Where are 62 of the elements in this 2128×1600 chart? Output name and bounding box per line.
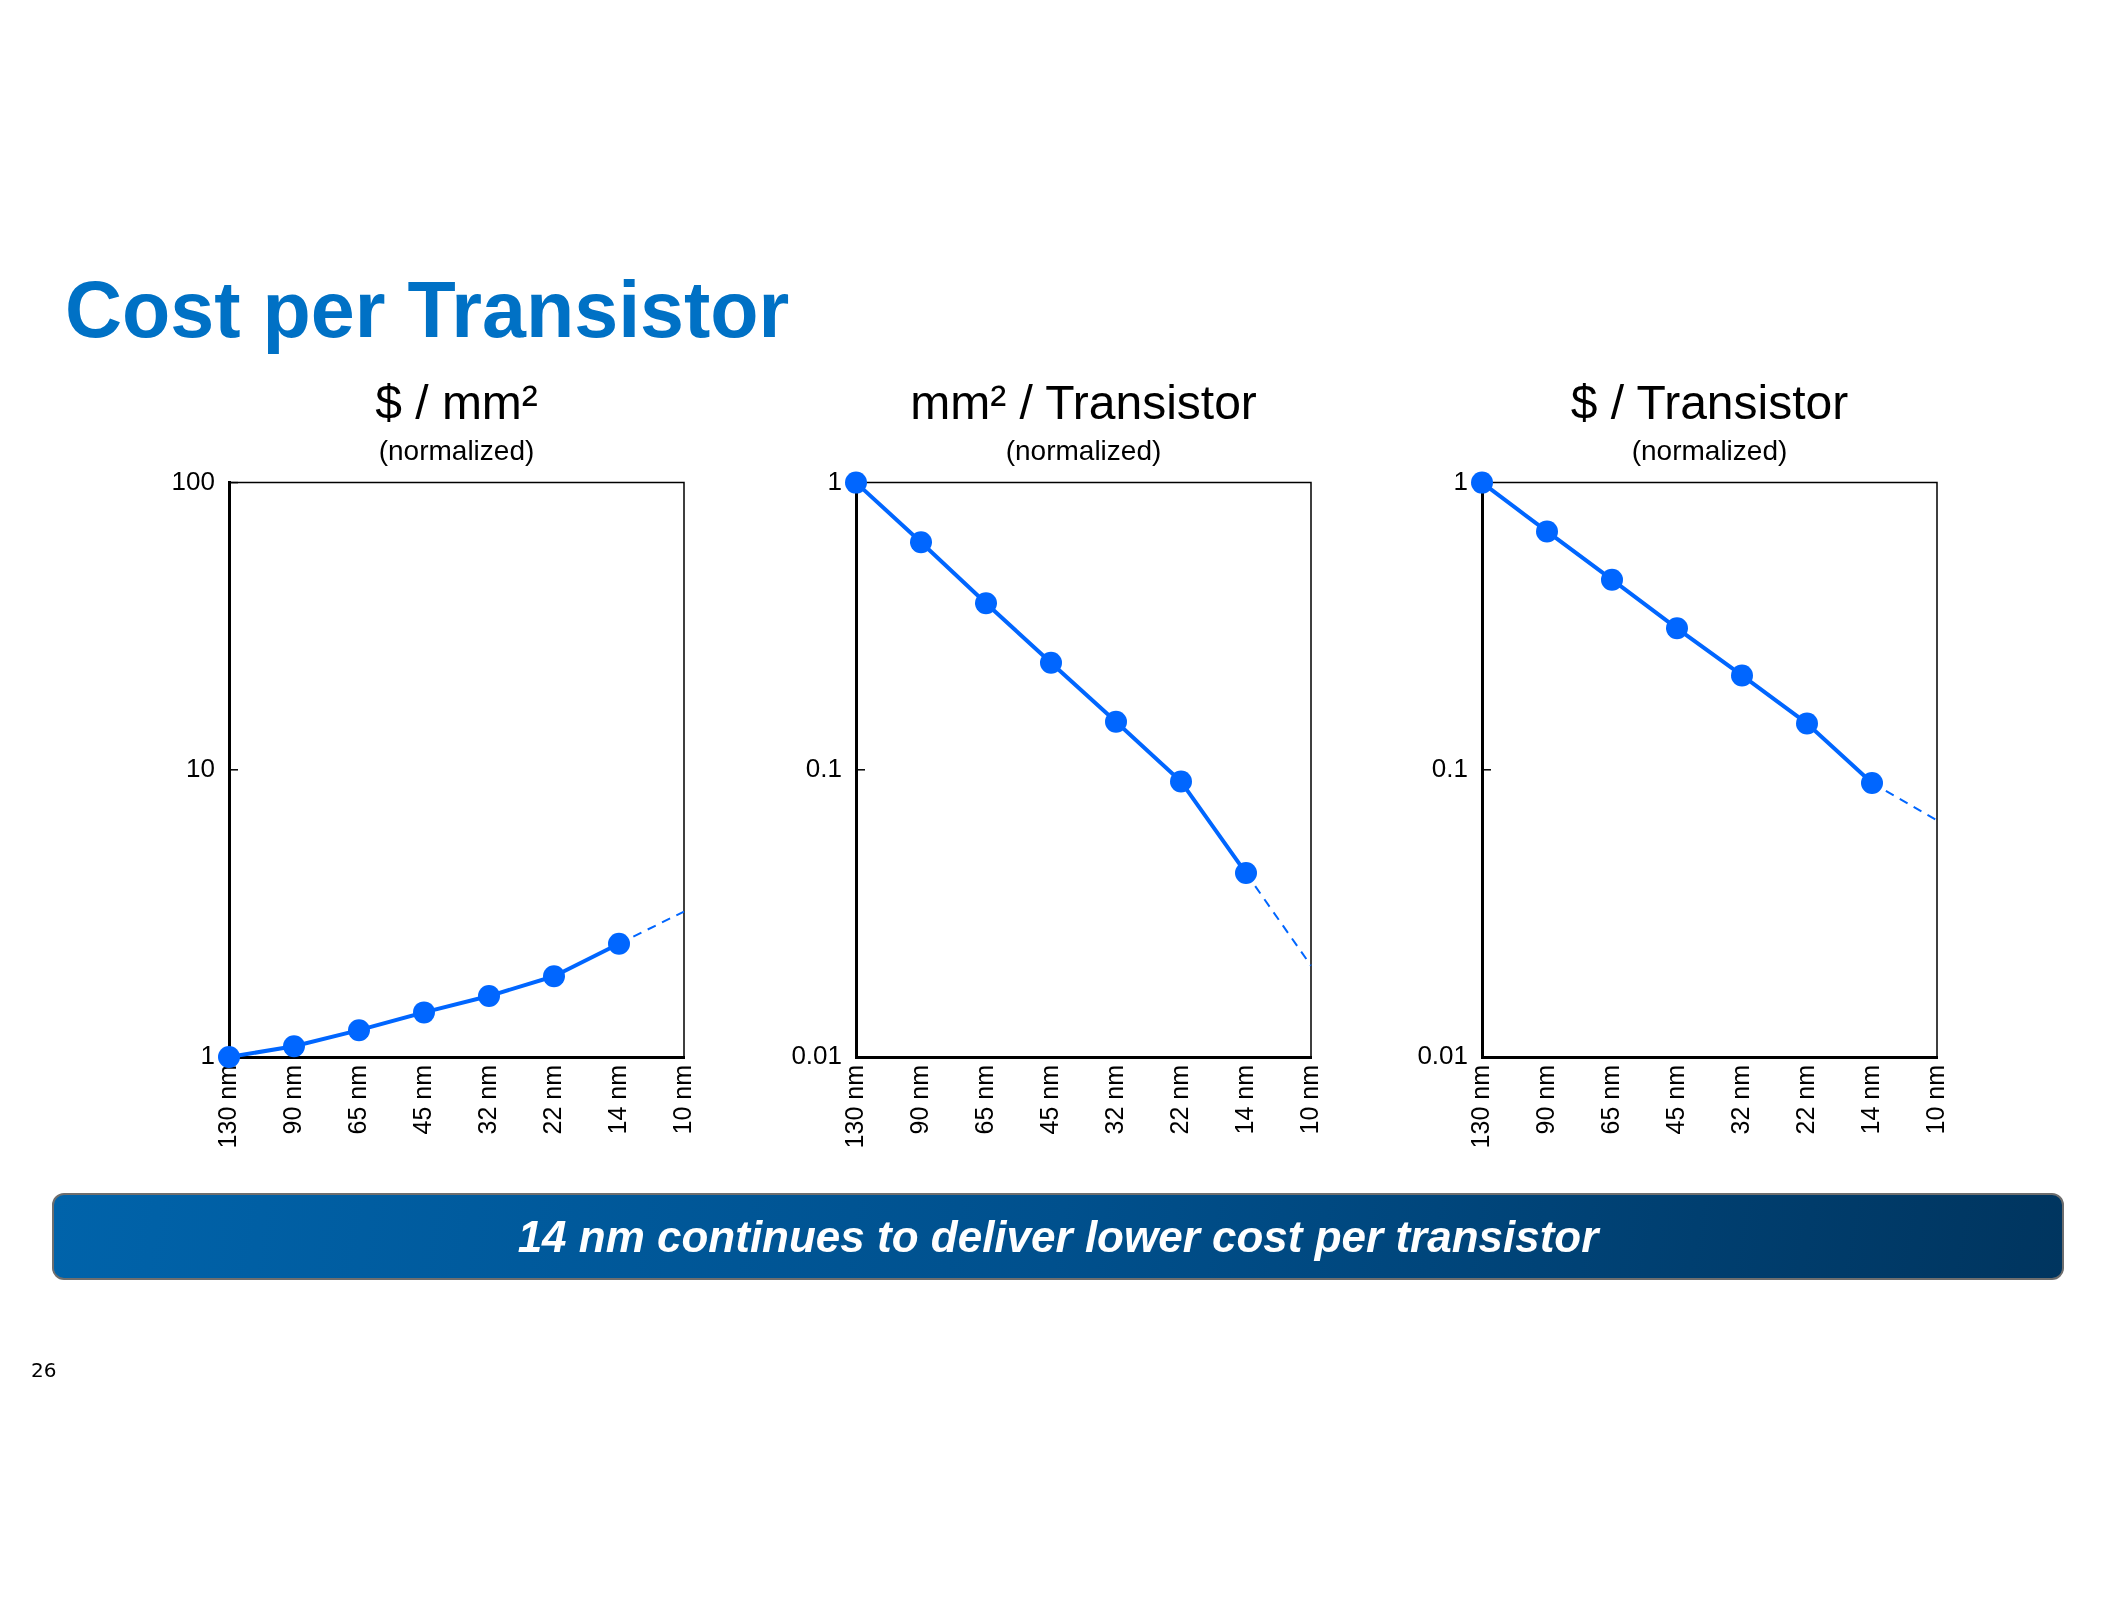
point [1666, 617, 1688, 640]
point [1861, 772, 1883, 795]
x-tick-label: 65 nm [342, 1065, 371, 1135]
x-tick-label: 45 nm [1034, 1065, 1063, 1135]
chart-title: $ / mm² [374, 376, 539, 429]
point [1536, 520, 1558, 543]
text: Cost per Transistor [65, 265, 790, 354]
text: 14 nm continues to deliver lower cost per transistor [517, 1211, 1599, 1261]
y-tick-label: 1 [1453, 466, 1468, 497]
x-tick-label: 22 nm [1790, 1065, 1819, 1135]
x-tick-label: 14 nm [1229, 1065, 1258, 1135]
x-tick-label: 22 nm [537, 1065, 566, 1135]
point [1796, 712, 1818, 735]
point [543, 965, 565, 988]
chart-title: $ / Transistor [1569, 376, 1850, 429]
y-tick-label: 0.01 [791, 1040, 842, 1071]
point [478, 985, 500, 1008]
x-tick-label: 130 nm [1465, 1065, 1494, 1149]
y-tick-label: 0.01 [1417, 1040, 1468, 1071]
point [845, 471, 867, 494]
y-tick-label: 1 [200, 1040, 215, 1071]
point [1235, 862, 1257, 885]
y-tick-label: 0.1 [1431, 753, 1468, 784]
point [1471, 471, 1493, 494]
point [348, 1019, 370, 1042]
x-tick-label: 14 nm [602, 1065, 631, 1135]
x-tick-label: 90 nm [904, 1065, 933, 1135]
y-tick-label: 100 [171, 466, 215, 497]
x-tick-label: 32 nm [472, 1065, 501, 1135]
x-tick-label: 65 nm [1595, 1065, 1624, 1135]
x-tick-label: 45 nm [1660, 1065, 1689, 1135]
y-tick-label: 1 [827, 466, 842, 497]
x-tick-label: 90 nm [277, 1065, 306, 1135]
x-tick-label: 130 nm [212, 1065, 241, 1149]
point [1105, 711, 1127, 734]
chart-subtitle: (normalized) [377, 435, 536, 466]
x-tick-label: 45 nm [407, 1065, 436, 1135]
point [283, 1035, 305, 1058]
point [608, 933, 630, 956]
x-tick-label: 130 nm [839, 1065, 868, 1149]
chart-title: mm² / Transistor [909, 376, 1258, 429]
x-tick-label: 22 nm [1164, 1065, 1193, 1135]
x-tick-label: 14 nm [1855, 1065, 1884, 1135]
x-tick-label: 90 nm [1530, 1065, 1559, 1135]
chart-subtitle: (normalized) [1004, 435, 1163, 466]
point [413, 1001, 435, 1024]
point [1731, 664, 1753, 687]
x-tick-label: 32 nm [1725, 1065, 1754, 1135]
y-tick-label: 0.1 [805, 753, 842, 784]
y-tick-label: 10 [186, 753, 215, 784]
x-tick-label: 10 nm [1920, 1065, 1949, 1135]
point [975, 592, 997, 615]
point [910, 531, 932, 554]
point [1040, 652, 1062, 675]
x-tick-label: 10 nm [667, 1065, 696, 1135]
point [1601, 569, 1623, 592]
x-tick-label: 32 nm [1099, 1065, 1128, 1135]
chart-subtitle: (normalized) [1630, 435, 1789, 466]
x-tick-label: 10 nm [1294, 1065, 1323, 1135]
x-tick-label: 65 nm [969, 1065, 998, 1135]
point [1170, 770, 1192, 793]
text: 26 [31, 1358, 57, 1382]
